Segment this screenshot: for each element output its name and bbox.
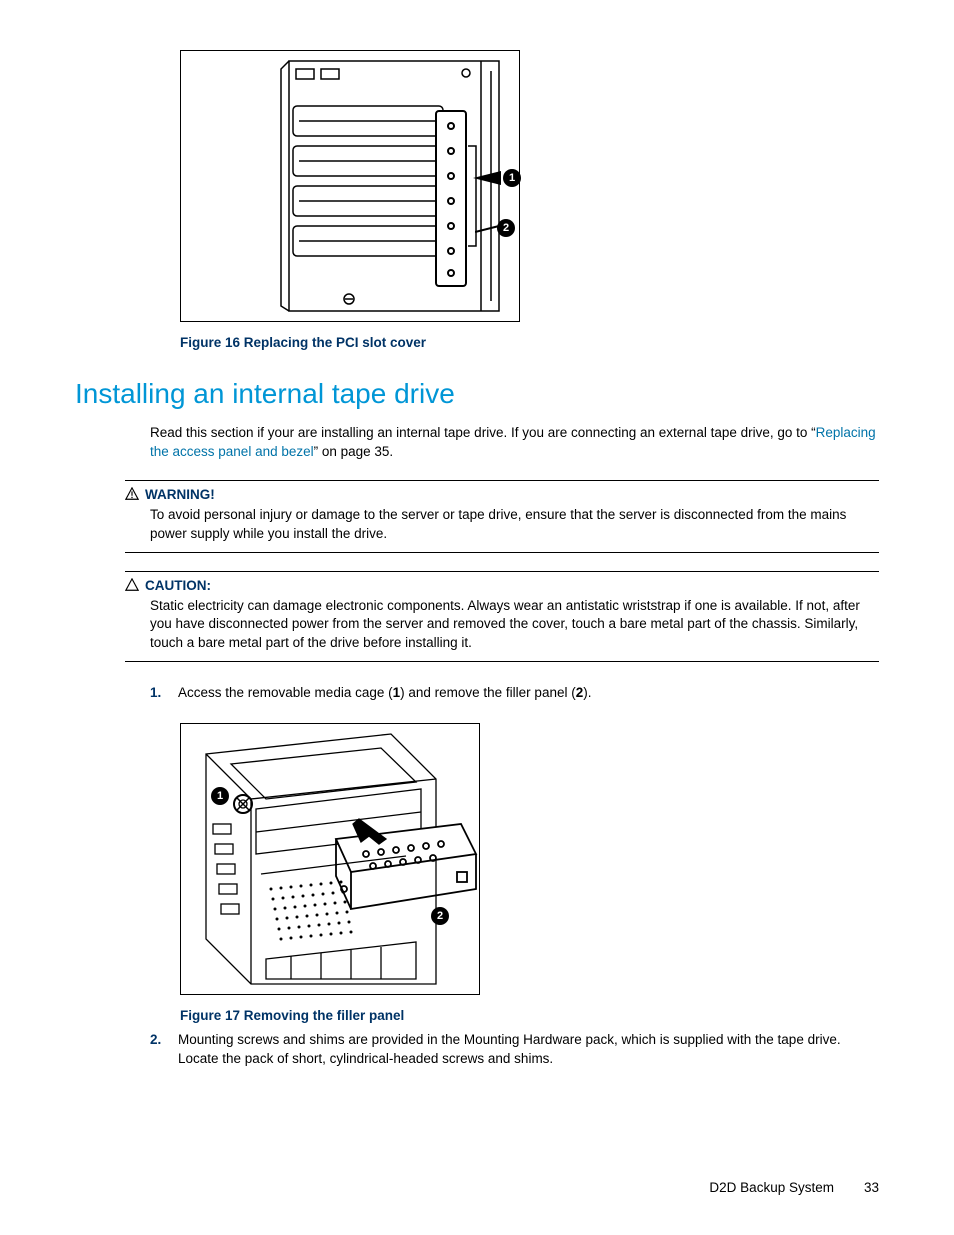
intro-paragraph: Read this section if your are installing…: [150, 424, 879, 462]
arrow-icon: [473, 171, 501, 185]
figure-16-svg: [181, 51, 521, 323]
figure-16-image: 1 2: [180, 50, 520, 322]
warning-block: WARNING! To avoid personal injury or dam…: [125, 480, 879, 553]
callout-2-leader: [475, 216, 501, 236]
warning-icon: [125, 487, 139, 501]
figure-17-caption: Figure 17 Removing the filler panel: [180, 1008, 879, 1023]
caution-icon: [125, 578, 139, 592]
caution-block: CAUTION: Static electricity can damage e…: [125, 571, 879, 663]
figure-17-block: 1 2 Figure 17 Removing the filler panel: [180, 723, 879, 1023]
step-1: 1. Access the removable media cage (1) a…: [150, 684, 879, 703]
step-list-2: 2. Mounting screws and shims are provide…: [150, 1031, 879, 1069]
warning-title-row: WARNING!: [125, 487, 879, 502]
step-1-text: Access the removable media cage (1) and …: [178, 684, 591, 703]
divider: [125, 571, 879, 572]
warning-body: To avoid personal injury or damage to th…: [150, 506, 879, 544]
divider: [125, 552, 879, 553]
step-1-t2: ) and remove the filler panel (: [400, 685, 576, 700]
step-2: 2. Mounting screws and shims are provide…: [150, 1031, 879, 1069]
figure-17-svg: [181, 724, 481, 996]
intro-text-2: ” on page 35.: [314, 444, 394, 459]
caution-title: CAUTION:: [145, 578, 211, 593]
caution-title-row: CAUTION:: [125, 578, 879, 593]
figure-16-block: 1 2 Figure 16 Replacing the PCI slot cov…: [180, 50, 879, 350]
section-heading: Installing an internal tape drive: [75, 378, 879, 410]
step-1-num: 1.: [150, 684, 166, 703]
page-footer: D2D Backup System 33: [709, 1180, 879, 1195]
footer-doc-title: D2D Backup System: [709, 1180, 834, 1195]
footer-page-num: 33: [864, 1180, 879, 1195]
callout-1: 1: [503, 169, 521, 187]
intro-text-1: Read this section if your are installing…: [150, 425, 816, 440]
divider: [125, 661, 879, 662]
divider: [125, 480, 879, 481]
step-2-text: Mounting screws and shims are provided i…: [178, 1031, 879, 1069]
warning-title: WARNING!: [145, 487, 215, 502]
step-1-t1: 1: [393, 685, 401, 700]
step-2-num: 2.: [150, 1031, 166, 1069]
step-list: 1. Access the removable media cage (1) a…: [150, 684, 879, 703]
figure-17-image: 1 2: [180, 723, 480, 995]
callout-1: 1: [211, 787, 229, 805]
callout-2: 2: [431, 907, 449, 925]
step-1-t0: Access the removable media cage (: [178, 685, 393, 700]
step-1-t4: ).: [583, 685, 591, 700]
caution-body: Static electricity can damage electronic…: [150, 597, 879, 654]
figure-16-caption: Figure 16 Replacing the PCI slot cover: [180, 335, 879, 350]
